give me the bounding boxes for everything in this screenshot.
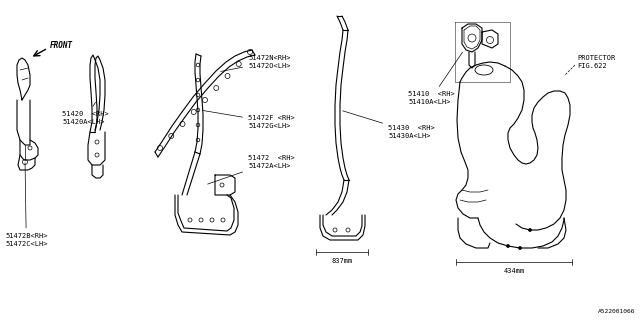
Text: 434mm: 434mm: [504, 268, 525, 274]
Text: 51472F <RH>
51472G<LH>: 51472F <RH> 51472G<LH>: [203, 110, 295, 129]
Text: PROTECTOR
FIG.622: PROTECTOR FIG.622: [577, 55, 615, 68]
Circle shape: [529, 228, 531, 231]
Text: 51472  <RH>
51472A<LH>: 51472 <RH> 51472A<LH>: [207, 156, 295, 184]
Text: 51410  <RH>
51410A<LH>: 51410 <RH> 51410A<LH>: [408, 52, 463, 105]
Text: FRONT: FRONT: [50, 42, 73, 51]
Circle shape: [518, 246, 522, 250]
Text: 51472N<RH>
51472O<LH>: 51472N<RH> 51472O<LH>: [221, 55, 291, 71]
Text: 51430  <RH>
51430A<LH>: 51430 <RH> 51430A<LH>: [342, 111, 435, 139]
Circle shape: [506, 244, 509, 247]
Text: 51420  <RH>
51420A<LH>: 51420 <RH> 51420A<LH>: [62, 102, 109, 124]
Text: A522001066: A522001066: [598, 309, 635, 314]
Text: 837mm: 837mm: [332, 258, 353, 264]
Text: 51472B<RH>
51472C<LH>: 51472B<RH> 51472C<LH>: [5, 163, 47, 246]
